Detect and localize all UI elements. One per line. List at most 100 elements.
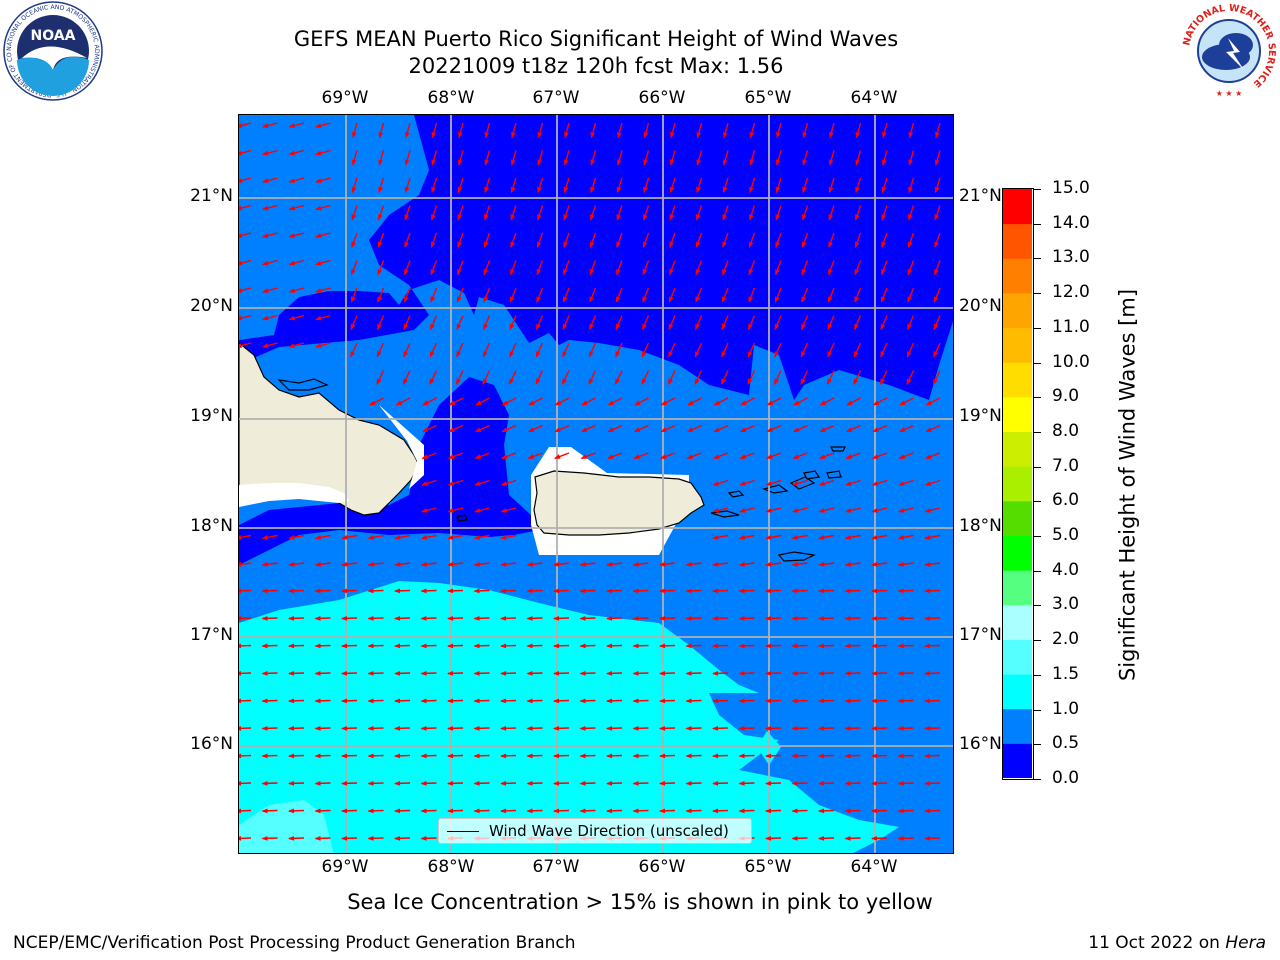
wave-arrow-head — [510, 214, 516, 221]
wave-arrow-head — [792, 454, 799, 459]
colorbar — [1002, 188, 1034, 780]
wave-arrow-head — [925, 454, 932, 459]
wave-arrow-head — [474, 454, 481, 459]
wave-arrow-head — [239, 643, 242, 649]
wave-arrow-head — [239, 698, 242, 704]
wave-arrow-head — [341, 726, 348, 731]
wave-arrow — [239, 809, 252, 812]
wave-arrow-head — [695, 241, 701, 249]
wave-arrow-head — [500, 481, 508, 486]
wave-arrow-head — [526, 753, 533, 759]
wave-arrow-head — [844, 808, 851, 814]
wave-arrow-head — [738, 588, 745, 594]
wave-arrow-head — [828, 269, 833, 276]
wave-arrow-head — [394, 616, 401, 621]
wave-arrow-head — [288, 836, 295, 841]
wave-arrow-head — [616, 159, 622, 166]
wave-arrow-head — [827, 378, 832, 385]
wave-arrow-head — [844, 535, 852, 540]
wave-arrow-head — [686, 427, 694, 432]
wave-arrow-head — [765, 508, 772, 513]
colorbar-tick — [1034, 466, 1041, 468]
wave-arrow-head — [747, 378, 753, 385]
wave-arrow-head — [749, 186, 754, 194]
lat-label-right: 19°N — [959, 406, 1002, 426]
wave-arrow-head — [553, 698, 560, 704]
wave-arrow-head — [536, 269, 542, 276]
wave-arrow-head — [239, 288, 242, 293]
wave-arrow-head — [748, 269, 754, 276]
wave-arrow-head — [239, 808, 242, 814]
wave-arrow — [239, 177, 252, 182]
lon-label-bottom: 66°W — [638, 857, 686, 877]
wave-arrow-head — [881, 241, 886, 249]
wave-arrow-head — [457, 296, 462, 303]
wave-arrow-head — [712, 671, 719, 676]
wave-arrow-head — [239, 123, 242, 128]
wave-arrow-head — [924, 671, 931, 676]
wave-arrow-head — [791, 535, 799, 540]
wave-arrow-head — [367, 588, 374, 594]
wave-arrow-head — [239, 616, 242, 621]
wave-arrow-head — [536, 241, 542, 249]
lat-label-left: 17°N — [190, 625, 233, 645]
wave-arrow-head — [829, 132, 834, 139]
wave-arrow-head — [696, 132, 702, 139]
wave-arrow-head — [924, 698, 931, 704]
wave-arrow-head — [775, 159, 781, 166]
wave-arrow-head — [500, 726, 507, 731]
wave-arrow-head — [562, 323, 568, 331]
wave-arrow-head — [906, 378, 912, 385]
wave-arrow-head — [314, 836, 321, 841]
wave-arrow-head — [632, 671, 639, 676]
wave-arrow-head — [659, 726, 666, 731]
wave-arrow-head — [844, 643, 851, 649]
wave-arrow-head — [871, 753, 878, 759]
wave-arrow-head — [738, 561, 745, 567]
wave-arrow-head — [881, 214, 887, 221]
wave-arrow-head — [818, 481, 826, 486]
wave-arrow-head — [749, 214, 754, 221]
wave-arrow-head — [239, 178, 242, 183]
colorbar-tick — [1034, 536, 1041, 538]
wave-arrow-head — [510, 269, 515, 276]
wave-arrow-head — [367, 698, 374, 704]
wave-arrow-head — [712, 698, 719, 704]
wave-arrow-head — [352, 132, 357, 139]
wave-arrow-head — [933, 378, 938, 385]
wave-arrow-head — [721, 378, 726, 385]
wave-arrow-head — [314, 808, 321, 814]
wave-arrow-head — [239, 260, 242, 266]
lon-label-top: 69°W — [321, 88, 369, 108]
wave-arrow-head — [341, 698, 348, 704]
wave-arrow-head — [447, 698, 454, 704]
wave-arrow-head — [404, 159, 410, 166]
wave-arrow-head — [431, 159, 436, 166]
wave-arrow-head — [589, 296, 594, 303]
wave-arrow-head — [934, 186, 940, 194]
wave-arrow — [239, 644, 252, 647]
wave-arrow-head — [616, 186, 622, 194]
wave-arrow-head — [669, 214, 675, 221]
wave-arrow-head — [739, 508, 746, 513]
wave-arrow-head — [315, 260, 322, 266]
wave-arrow-head — [482, 351, 488, 358]
wave-arrow-head — [473, 535, 481, 540]
wave-arrow-head — [473, 781, 480, 786]
wave-arrow-head — [590, 186, 595, 194]
lon-label-bottom: 68°W — [427, 857, 475, 877]
wave-arrow-head — [871, 836, 878, 841]
wave-arrow-head — [897, 671, 904, 676]
wave-arrow-head — [774, 351, 780, 358]
wave-arrow-head — [643, 186, 648, 194]
wave-arrow-head — [738, 781, 745, 786]
wave-arrow-head — [394, 698, 401, 704]
lat-label-left: 19°N — [190, 406, 233, 426]
wave-arrow-head — [924, 535, 931, 540]
wave-arrow-head — [589, 323, 594, 331]
wave-arrow-head — [526, 781, 533, 786]
colorbar-label: Significant Height of Wind Waves [m] — [1115, 288, 1140, 682]
wave-arrow-head — [579, 588, 586, 594]
wave-arrow-head — [563, 269, 568, 276]
wave-arrow-head — [315, 150, 322, 156]
